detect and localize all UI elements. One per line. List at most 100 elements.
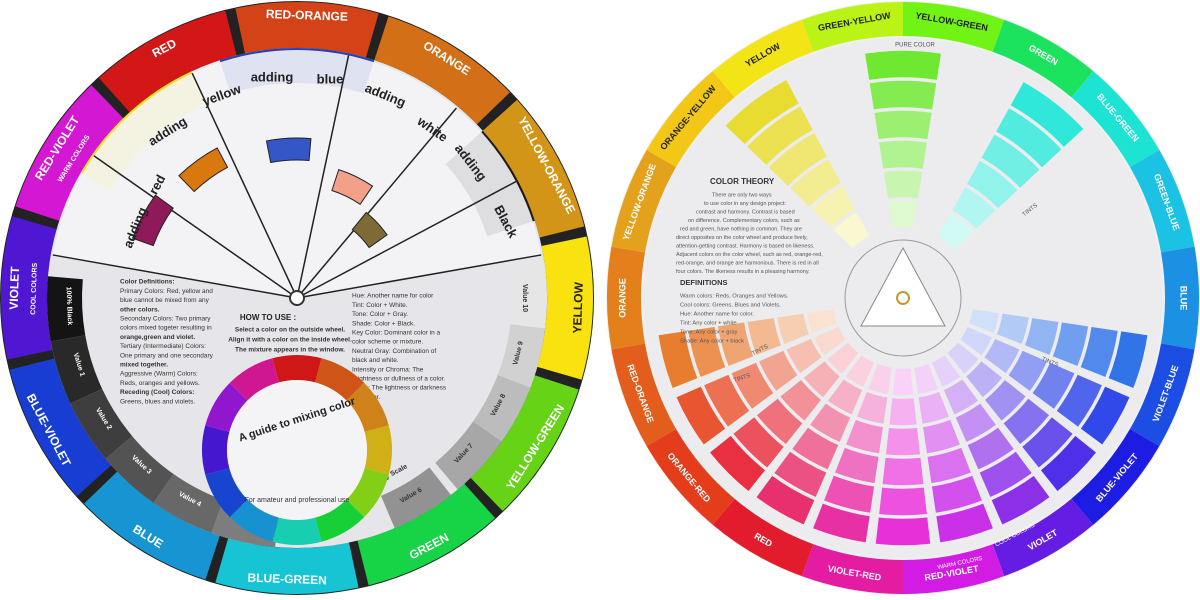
mini-wheel-segment <box>272 517 322 545</box>
definition-line: Intensity or Chroma: The <box>352 366 424 373</box>
tint-cell <box>825 340 861 376</box>
ring-segment <box>801 1 903 52</box>
tint-cell <box>702 372 752 429</box>
value-swatch <box>105 436 174 503</box>
tint-cell <box>965 158 1020 211</box>
tint-cell <box>1106 329 1150 390</box>
ring-segment <box>84 471 220 580</box>
ring-segment <box>215 538 359 594</box>
tint-cell <box>812 324 848 358</box>
ring-segment <box>1071 429 1160 525</box>
tint-cell <box>1006 348 1049 394</box>
tint-cell <box>1030 360 1077 411</box>
definition-line: colors mixed togeter resulting in <box>120 325 212 332</box>
definition-line: Primary Colors: Red, yellow and <box>120 288 213 295</box>
value-swatch <box>153 474 224 533</box>
mini-wheel-segment <box>346 382 389 432</box>
mini-wheel-segment <box>229 499 279 542</box>
tint-cell <box>729 360 776 411</box>
ring-segment <box>646 71 735 167</box>
tint-cell <box>967 307 1001 335</box>
ring-segment <box>992 19 1094 98</box>
ring-segment <box>374 16 510 125</box>
theory-line: four colors. The likeness results in a p… <box>676 269 810 275</box>
tint-cell <box>874 515 932 547</box>
theory-line: Adjacent colors on the color wheel, such… <box>676 252 823 258</box>
ring-segment <box>611 150 677 253</box>
tint-cell <box>1078 325 1120 379</box>
tint-cell <box>674 384 728 447</box>
definition-line: Tint: Color + White. <box>352 302 408 309</box>
pivot <box>289 290 305 306</box>
how-to-use-title: HOW TO USE : <box>240 313 296 322</box>
tint-cell <box>941 377 981 417</box>
ring-segment <box>801 544 903 594</box>
mini-wheel-segment <box>315 358 365 401</box>
how-to-use-line: Select a color on the outside wheel. <box>235 327 345 334</box>
tint-cell <box>921 417 962 456</box>
ring-segment <box>1 216 57 360</box>
definition-line: Shade: Color + Black. <box>352 320 415 327</box>
window-white <box>52 50 542 298</box>
definition-line: Secondary Colors: Two primary <box>120 316 211 323</box>
value-swatch <box>473 371 532 442</box>
tint-cell <box>868 79 938 112</box>
tint-cell <box>723 78 801 147</box>
definition-line: other colors. <box>120 306 160 313</box>
theory-line: red and green, have nothing in common. T… <box>680 226 802 232</box>
definition-line: Tone: Color + Gray. <box>352 311 408 318</box>
definition-line: brightness or dullness of a color. <box>352 376 445 383</box>
window-divider <box>296 55 350 299</box>
mini-wheel-segment <box>346 468 389 518</box>
value-swatch <box>46 276 86 342</box>
mix-swatch <box>265 137 312 164</box>
tint-cell <box>790 425 841 472</box>
mini-wheel-segment <box>364 425 392 475</box>
tint-cell <box>891 366 915 397</box>
window-label: adding <box>251 69 294 84</box>
definition-line: Neutral Gray: Combination of <box>352 348 436 355</box>
ring-label: BLUE <box>1179 286 1189 311</box>
definition-line: black and white. <box>352 357 399 364</box>
tint-cell <box>964 359 1005 400</box>
tint-cell <box>772 449 829 499</box>
tint-cell <box>982 336 1022 376</box>
theory-line: red-orange, and orange are harmonious. T… <box>676 260 819 266</box>
tint-cell <box>656 329 700 390</box>
tint-cell <box>934 501 995 545</box>
tint-cell <box>1008 80 1086 150</box>
tint-cell <box>1022 316 1061 357</box>
mini-wheel-segment <box>315 499 365 542</box>
window-divider <box>296 107 457 299</box>
cool-label: COOL COLORS <box>30 262 39 315</box>
tint-cell <box>707 433 768 494</box>
tint-cell <box>965 425 1016 472</box>
window-divider <box>93 155 298 299</box>
mini-wheel-center <box>227 380 367 520</box>
value-swatch <box>70 388 133 459</box>
ring-segment <box>1161 246 1199 350</box>
mix-swatch <box>178 147 229 193</box>
mini-wheel-segment <box>202 425 230 475</box>
tint-cell <box>930 473 984 515</box>
window-divider <box>296 180 517 299</box>
tint-cell <box>863 49 943 82</box>
tint-cell <box>977 449 1034 499</box>
theory-line: contrast and harmony. Contrast is based <box>696 209 795 215</box>
tint-cell <box>884 426 922 457</box>
tint-cell <box>805 307 839 335</box>
ring-segment <box>611 343 677 446</box>
theory-line: There are only two ways <box>712 192 772 198</box>
definitions-line: Tone: Any color + gray <box>680 330 738 336</box>
tint-cell <box>831 210 872 251</box>
theory-line: to use color in any design project: <box>704 201 786 207</box>
mini-wheel-segment <box>205 468 248 518</box>
tint-cell <box>982 377 1028 423</box>
mix-swatch <box>331 168 374 206</box>
how-to-use-line: Align it with a color on the inside whee… <box>228 337 352 344</box>
ring-segment <box>646 429 735 525</box>
definition-line: Greens, blues and violets. <box>120 398 195 405</box>
tint-cell <box>757 348 800 394</box>
window-divider <box>191 72 298 299</box>
